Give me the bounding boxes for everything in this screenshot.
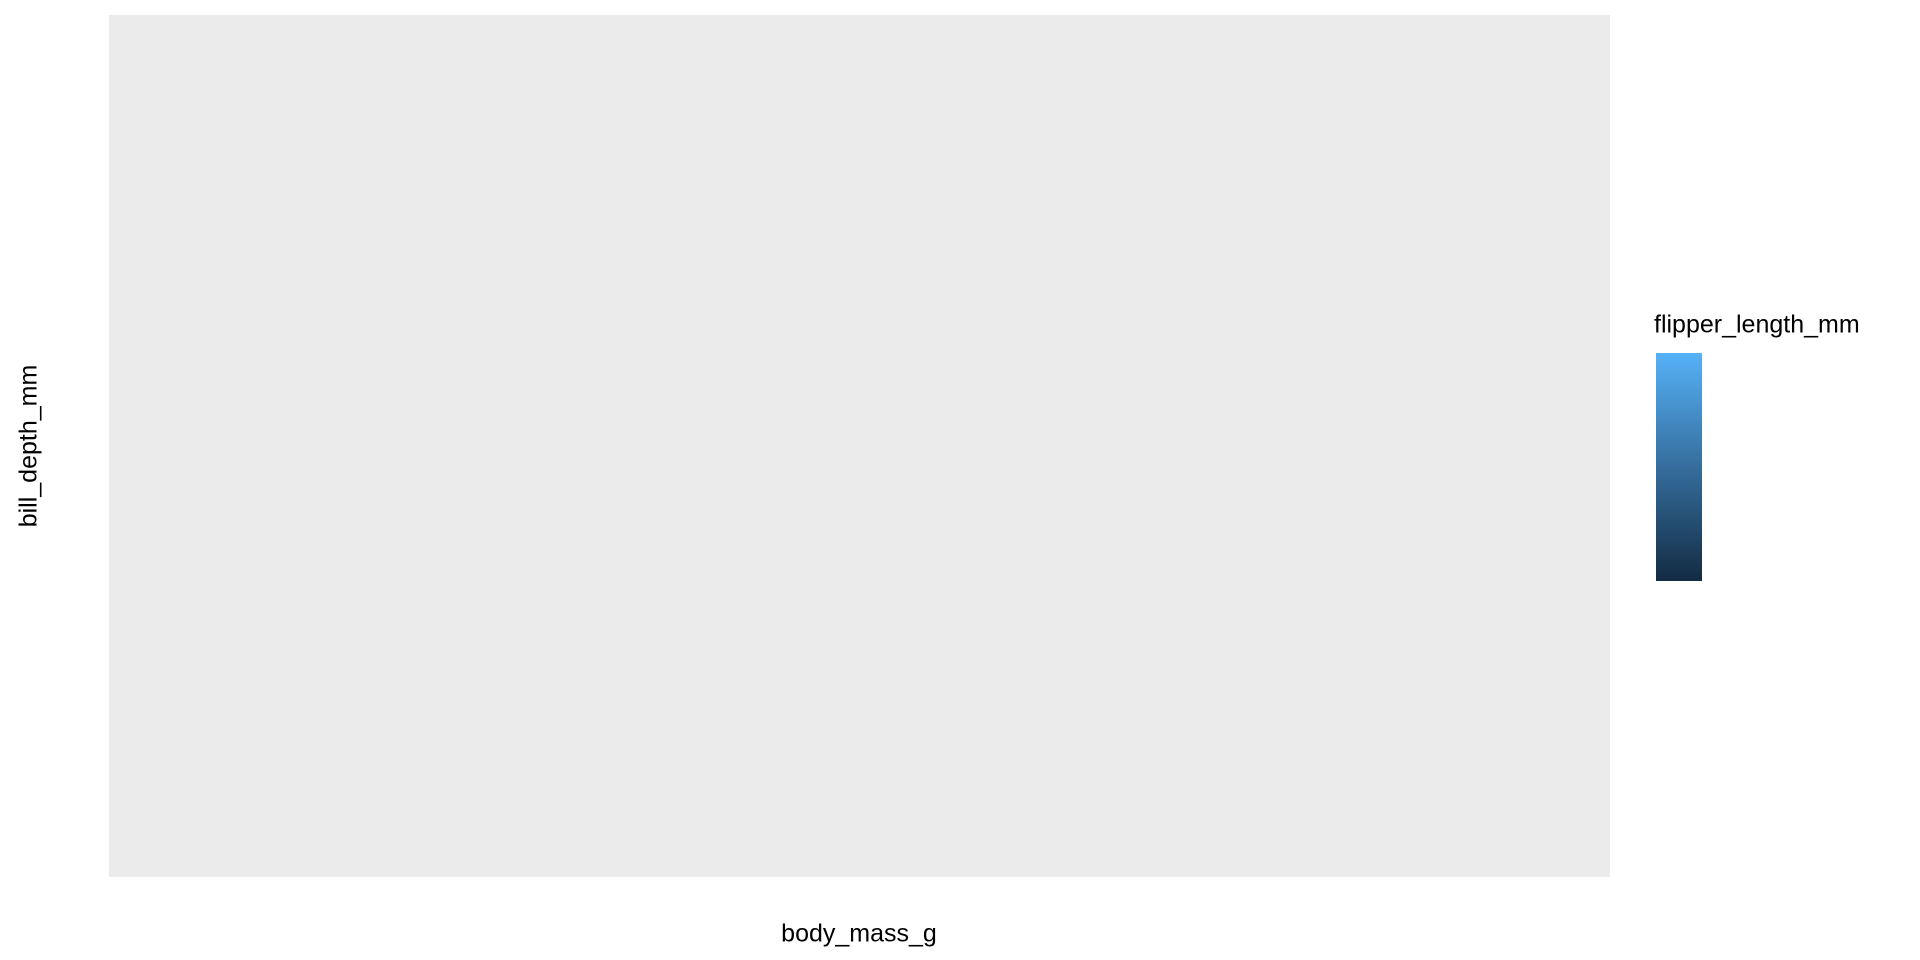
plot-panel [109, 15, 1610, 877]
y-axis-title: bill_depth_mm [15, 365, 43, 528]
x-axis-title: body_mass_g [781, 920, 937, 948]
legend-title: flipper_length_mm [1654, 311, 1860, 339]
colorbar [1656, 353, 1702, 581]
legend: flipper_length_mm [1654, 311, 1860, 581]
